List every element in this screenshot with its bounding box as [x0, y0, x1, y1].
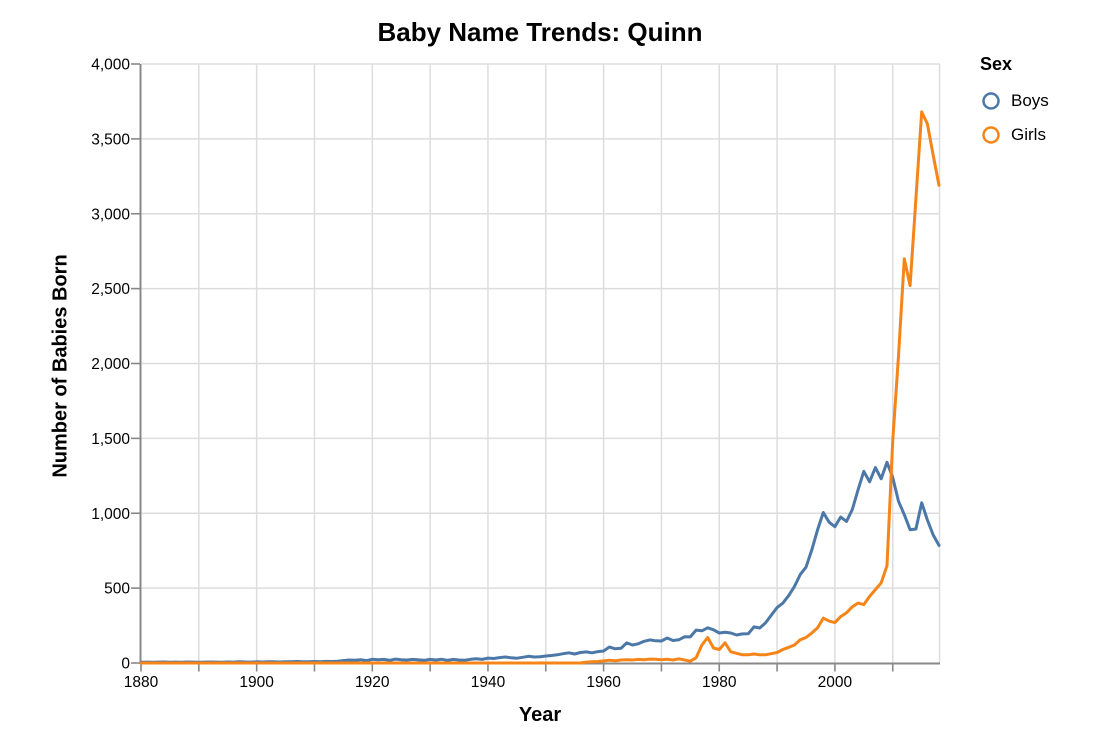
legend-label-girls: Girls [1011, 125, 1046, 144]
legend-item-girls: Girls [980, 124, 1049, 146]
girls-symbol-circle [982, 126, 1000, 144]
svg-text:1,000: 1,000 [91, 506, 130, 523]
svg-text:4,000: 4,000 [91, 57, 130, 74]
svg-text:3,500: 3,500 [91, 131, 130, 148]
legend: Sex Boys Girls [980, 54, 1049, 146]
y-axis-title: Number of Babies Born [49, 254, 72, 478]
svg-text:2,000: 2,000 [91, 356, 130, 373]
svg-text:2,500: 2,500 [91, 281, 130, 298]
svg-text:500: 500 [104, 581, 130, 598]
legend-item-boys: Boys [980, 90, 1049, 112]
svg-text:2000: 2000 [818, 674, 853, 691]
svg-text:1880: 1880 [124, 674, 159, 691]
svg-text:1,500: 1,500 [91, 431, 130, 448]
svg-text:0: 0 [121, 656, 130, 673]
svg-text:1920: 1920 [355, 674, 390, 691]
legend-label-boys: Boys [1011, 91, 1049, 110]
legend-title: Sex [980, 54, 1013, 74]
girls-line-symbol [982, 126, 1000, 144]
svg-text:1940: 1940 [471, 674, 506, 691]
svg-text:1980: 1980 [702, 674, 737, 691]
chart-title: Baby Name Trends: Quinn [377, 17, 703, 47]
svg-text:3,000: 3,000 [91, 206, 130, 223]
boys-line-symbol [982, 92, 1000, 110]
svg-text:1900: 1900 [239, 674, 274, 691]
boys-symbol-circle [982, 92, 1000, 110]
svg-text:1960: 1960 [586, 674, 621, 691]
x-axis-title: Year [518, 704, 562, 726]
